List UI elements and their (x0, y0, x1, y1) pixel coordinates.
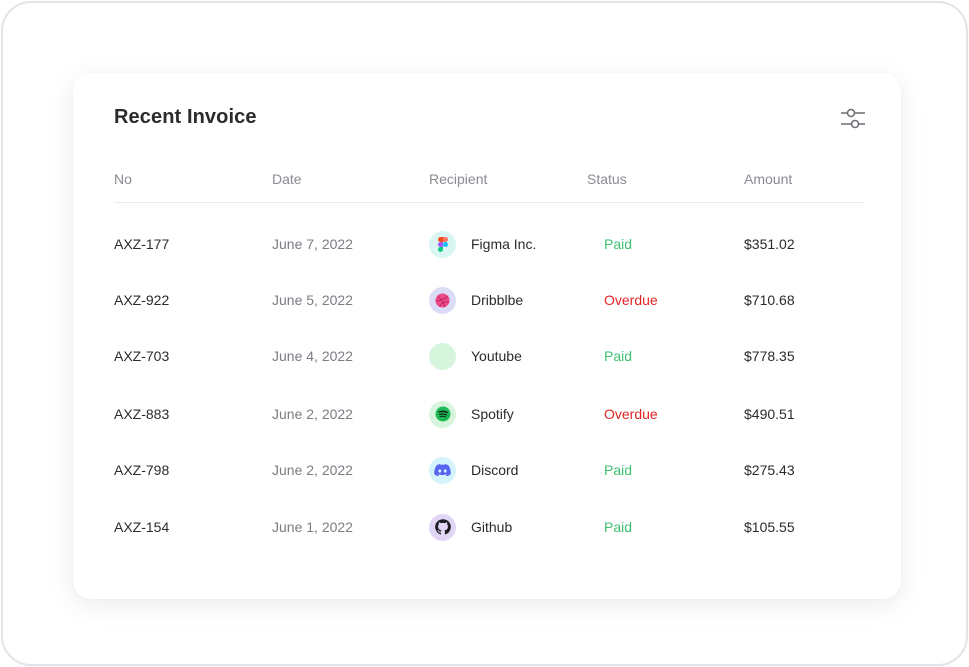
recipient: Figma Inc. (429, 229, 536, 259)
card-title: Recent Invoice (114, 106, 257, 128)
invoice-number: AXZ-883 (114, 406, 170, 422)
invoice-number: AXZ-154 (114, 519, 170, 535)
recipient-name: Discord (471, 462, 519, 478)
recipient-name: Github (471, 519, 513, 535)
invoice-number: AXZ-703 (114, 348, 170, 364)
recipient-name: Spotify (471, 406, 514, 422)
invoice-amount: $105.55 (744, 519, 795, 535)
status-badge: Overdue (604, 406, 658, 422)
invoice-date: June 2, 2022 (272, 406, 353, 422)
invoice-amount: $490.51 (744, 406, 795, 422)
status-badge: Paid (604, 519, 633, 535)
recipient: Github (429, 512, 512, 542)
header-no: No (114, 171, 132, 187)
recipient: Discord (429, 455, 518, 485)
spotify-icon (429, 400, 456, 428)
recent-invoice-card: Recent Invoice No Date Recipient Status … (73, 73, 901, 599)
header-status: Status (587, 171, 627, 187)
status-badge: Paid (604, 462, 633, 478)
invoice-date: June 1, 2022 (272, 519, 353, 535)
table-row[interactable]: AXZ-703 June 4, 2022 Youtube Paid $778.3… (114, 341, 864, 371)
invoice-date: June 4, 2022 (272, 348, 353, 364)
recipient-name: Dribblbe (471, 292, 524, 308)
recipient: Youtube (429, 341, 522, 371)
dribbble-icon (429, 286, 456, 314)
youtube-icon (429, 342, 456, 370)
table-row[interactable]: AXZ-922 June 5, 2022 Dribblbe Overdue $7 (114, 285, 864, 315)
table-row[interactable]: AXZ-177 June 7, 2022 Figma Inc. P (114, 229, 864, 259)
invoice-amount: $778.35 (744, 348, 795, 364)
invoice-date: June 7, 2022 (272, 236, 353, 252)
discord-icon (429, 456, 456, 484)
recipient: Spotify (429, 399, 514, 429)
sliders-icon (841, 108, 865, 129)
github-icon (429, 513, 456, 541)
recipient-name: Figma Inc. (471, 236, 537, 252)
table-row[interactable]: AXZ-883 June 2, 2022 Spotify Overdue $49 (114, 399, 864, 429)
invoice-number: AXZ-177 (114, 236, 170, 252)
status-badge: Paid (604, 236, 633, 252)
invoice-amount: $351.02 (744, 236, 795, 252)
filter-button[interactable] (837, 104, 869, 134)
invoice-amount: $275.43 (744, 462, 795, 478)
invoice-number: AXZ-922 (114, 292, 170, 308)
table-row[interactable]: AXZ-154 June 1, 2022 Github Paid $105.55 (114, 512, 864, 542)
header-date: Date (272, 171, 302, 187)
recipient-name: Youtube (471, 348, 522, 364)
status-badge: Overdue (604, 292, 658, 308)
table-row[interactable]: AXZ-798 June 2, 2022 Discord Paid $275.4… (114, 455, 864, 485)
invoice-date: June 5, 2022 (272, 292, 353, 308)
recipient: Dribblbe (429, 285, 523, 315)
status-badge: Paid (604, 348, 633, 364)
header-recipient: Recipient (429, 171, 488, 187)
invoice-amount: $710.68 (744, 292, 795, 308)
invoice-date: June 2, 2022 (272, 462, 353, 478)
figma-icon (429, 230, 456, 258)
table-header: No Date Recipient Status Amount (114, 171, 864, 203)
invoice-number: AXZ-798 (114, 462, 170, 478)
header-amount: Amount (744, 171, 793, 187)
